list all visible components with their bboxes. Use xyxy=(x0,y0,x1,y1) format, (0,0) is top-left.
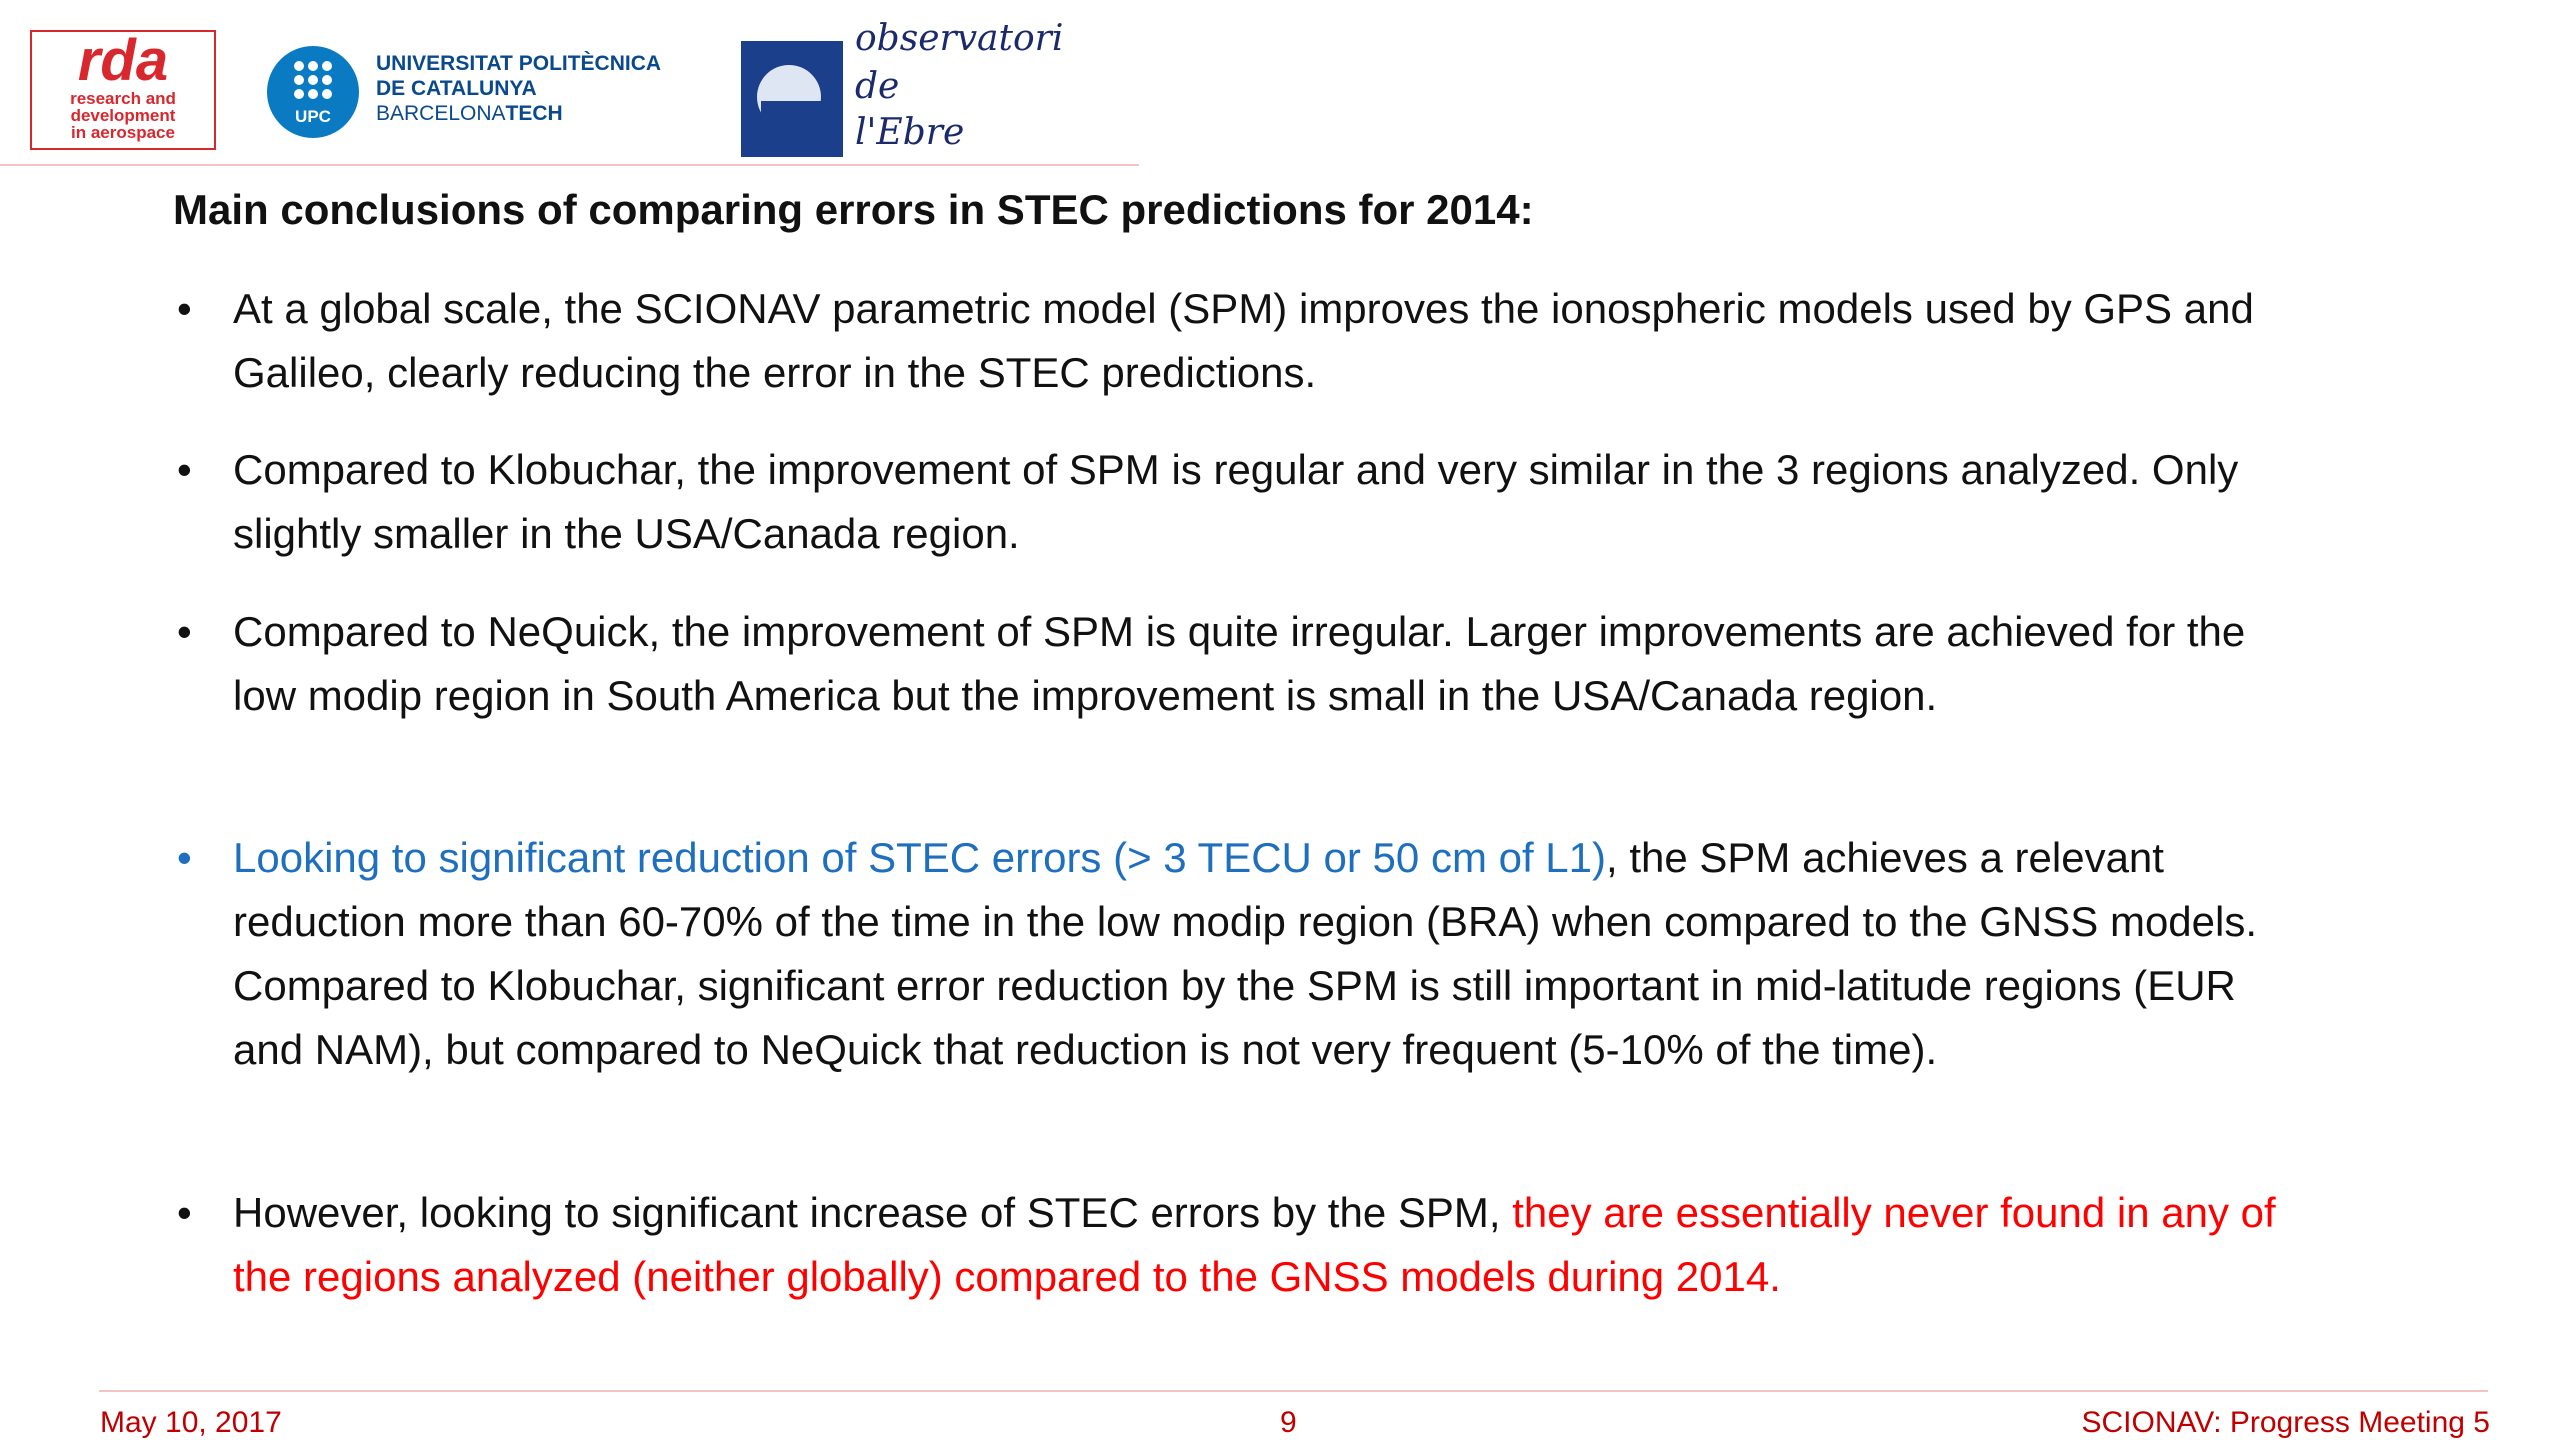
bullet-text: Looking to significant reduction of STEC… xyxy=(233,834,1606,881)
bullet-text: At a global scale, the SCIONAV parametri… xyxy=(233,285,2254,396)
bullet-dot: • xyxy=(177,446,192,493)
slide-title: Main conclusions of comparing errors in … xyxy=(173,186,1534,233)
bullet-dot: • xyxy=(177,285,192,332)
footer-rule xyxy=(99,1390,2488,1392)
header-rule xyxy=(0,164,1139,166)
bullet-text: , the SPM achieves a relevant reduction … xyxy=(233,834,2258,1073)
bullet: • However, looking to significant increas… xyxy=(177,1181,2313,1309)
bullet: • Compared to NeQuick, the improvement of… xyxy=(177,600,2313,728)
footer-date: May 10, 2017 xyxy=(100,1406,282,1439)
bullet-text: they are essentially never found in any … xyxy=(233,1189,2276,1300)
footer-meeting: SCIONAV: Progress Meeting 5 xyxy=(2081,1406,2491,1439)
upc-badge: UPC xyxy=(295,107,331,126)
rda-name: rda xyxy=(77,28,169,93)
ebre-line: de xyxy=(855,66,900,107)
bullet-text: However, looking to significant increase… xyxy=(233,1189,1513,1236)
bullet-dot: • xyxy=(177,608,192,655)
rda-logo: rda research and development in aerospac… xyxy=(30,30,216,150)
bullet-dot: • xyxy=(177,1189,192,1236)
rda-tagline: in aerospace xyxy=(71,123,175,142)
upc-line: DE CATALUNYA xyxy=(376,77,537,100)
ebre-line: observatori xyxy=(855,18,1064,59)
bullet: • At a global scale, the SCIONAV parametr… xyxy=(177,277,2313,405)
bullet: • Looking to significant reduction of STE… xyxy=(177,826,2313,1082)
upc-emblem: UPC xyxy=(267,46,359,138)
upc-line: UNIVERSITAT POLITÈCNICA xyxy=(376,52,662,75)
bullet: • Compared to Klobuchar, the improvement … xyxy=(177,438,2313,566)
rda-tagline: development xyxy=(70,106,176,125)
rda-tagline: research and xyxy=(70,89,176,108)
bullet-dot: • xyxy=(177,834,192,881)
ebre-line: l'Ebre xyxy=(855,112,965,153)
upc-sub: BARCELONA xyxy=(376,102,506,125)
page-number: 9 xyxy=(1280,1406,1297,1439)
bullet-text: Compared to NeQuick, the improvement of … xyxy=(233,608,2246,719)
ebre-emblem xyxy=(741,41,843,157)
bullet-text: Compared to Klobuchar, the improvement o… xyxy=(233,446,2239,557)
upc-sub-bold: TECH xyxy=(505,102,563,125)
